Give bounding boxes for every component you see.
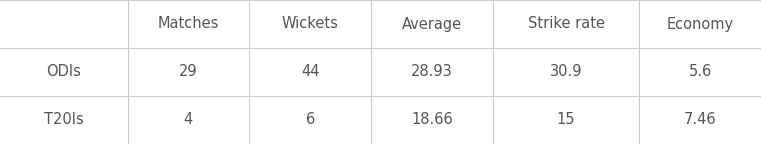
Text: Average: Average [402,17,462,32]
Text: 6: 6 [305,112,315,127]
Text: 4: 4 [183,112,193,127]
Text: 28.93: 28.93 [411,65,453,79]
Text: 5.6: 5.6 [689,65,712,79]
Text: Wickets: Wickets [282,17,339,32]
Text: 44: 44 [301,65,320,79]
Text: 30.9: 30.9 [549,65,582,79]
Text: T20Is: T20Is [44,112,84,127]
Text: Matches: Matches [158,17,219,32]
Text: 18.66: 18.66 [411,112,453,127]
Text: 7.46: 7.46 [684,112,716,127]
Text: ODIs: ODIs [46,65,81,79]
Text: 15: 15 [557,112,575,127]
Text: Economy: Economy [667,17,734,32]
Text: 29: 29 [179,65,198,79]
Text: Strike rate: Strike rate [527,17,604,32]
